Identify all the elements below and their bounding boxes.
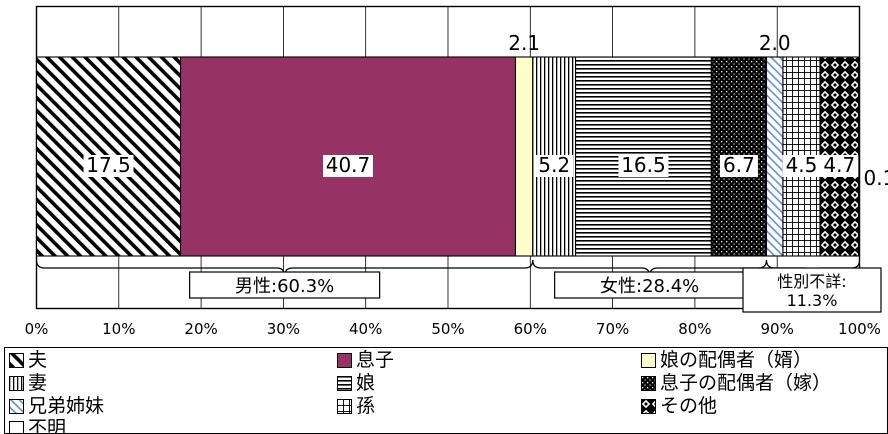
value-label-bg [618,155,669,177]
legend-item-other: その他 [641,396,717,416]
legend-swatch-dots [641,375,656,391]
group-label: 男性:60.3% [235,276,334,297]
legend-item-son: 息子 [337,350,394,370]
legend-swatch-maroon [337,352,352,368]
x-tick-label: 0% [25,320,49,338]
x-tick-label: 90% [761,320,794,338]
legend-item-daughter-in-law: 息子の配偶者（嫁） [641,373,831,393]
legend-swatch-checker [641,398,656,414]
value-label-bg [83,155,134,177]
value-label: 2.1 [508,31,540,55]
x-tick-label: 40% [349,320,382,338]
value-label: 2.0 [759,31,791,55]
legend-item-husband: 夫 [9,350,47,370]
x-axis-ticks: 0% 10% 20% 30% 40% 50% 60% 70% 80% 90% 100% [25,320,881,338]
legend-swatch-diag [9,352,24,368]
bar-segment [858,56,861,257]
legend-item-grandchild: 孫 [337,396,375,416]
value-labels: 17.5 40.7 2.1 5.2 16.5 6.7 2.0 4.54.7 0.1 [83,31,888,190]
value-label-bg [535,155,574,177]
value-label: 6.7 [723,153,755,177]
legend-swatch-hlines [337,375,352,391]
group-label-box [742,267,882,313]
x-tick-label: 50% [431,320,464,338]
legend-label: 妻 [28,372,48,394]
value-label: 4.5 [786,153,818,177]
legend-label: その他 [660,395,718,417]
value-label: 0.1 [864,166,888,190]
legend-item-daughter: 娘 [337,373,375,393]
legend-swatch-vlines [9,375,24,391]
legend-item-unknown: 不明 [9,417,67,434]
value-label-bg [820,155,859,177]
legend-item-son-in-law: 娘の配偶者（婿） [641,350,812,370]
group-label-box [189,271,381,299]
legend-label: 息子の配偶者（嫁） [660,372,832,394]
value-label-bg [323,155,374,177]
group-label-box [554,271,746,299]
legend-label: 兄弟姉妹 [28,395,105,417]
bar-segment [765,56,784,257]
legend-label: 不明 [28,417,67,434]
x-tick-label: 10% [102,320,135,338]
group-label: 性別不詳: [777,272,846,291]
x-tick-label: 100% [838,320,881,338]
group-label: 女性:28.4% [600,276,699,297]
legend-label: 夫 [28,349,48,371]
legend-swatch-cream [641,352,656,368]
x-tick-label: 30% [267,320,300,338]
value-label: 17.5 [86,153,131,177]
x-tick-label: 20% [184,320,217,338]
legend: 夫 息子 娘の配偶者（婿） 妻 娘 息子の配偶者（嫁） 兄弟姉妹 孫 その他 不… [4,347,888,434]
legend-swatch-blank [9,420,24,433]
value-label: 16.5 [621,153,666,177]
value-label: 5.2 [538,153,570,177]
legend-label: 娘の配偶者（婿） [660,349,813,371]
bar-segment [514,56,534,257]
value-label-bg [782,155,821,177]
x-tick-label: 80% [678,320,711,338]
legend-label: 孫 [356,395,376,417]
group-label: 11.3% [787,291,838,310]
x-tick-label: 70% [596,320,629,338]
value-label: 4.7 [823,153,855,177]
legend-item-wife: 妻 [9,373,47,393]
legend-item-siblings: 兄弟姉妹 [9,396,104,416]
legend-swatch-grid [337,398,352,414]
legend-swatch-diag-blue [9,398,24,414]
legend-label: 息子 [356,349,395,371]
legend-label: 娘 [356,372,376,394]
value-label-bg [719,155,758,177]
value-label: 40.7 [326,153,371,177]
x-tick-label: 60% [514,320,547,338]
group-labels: 男性:60.3% 女性:28.4% 性別不詳:11.3% [189,267,882,313]
